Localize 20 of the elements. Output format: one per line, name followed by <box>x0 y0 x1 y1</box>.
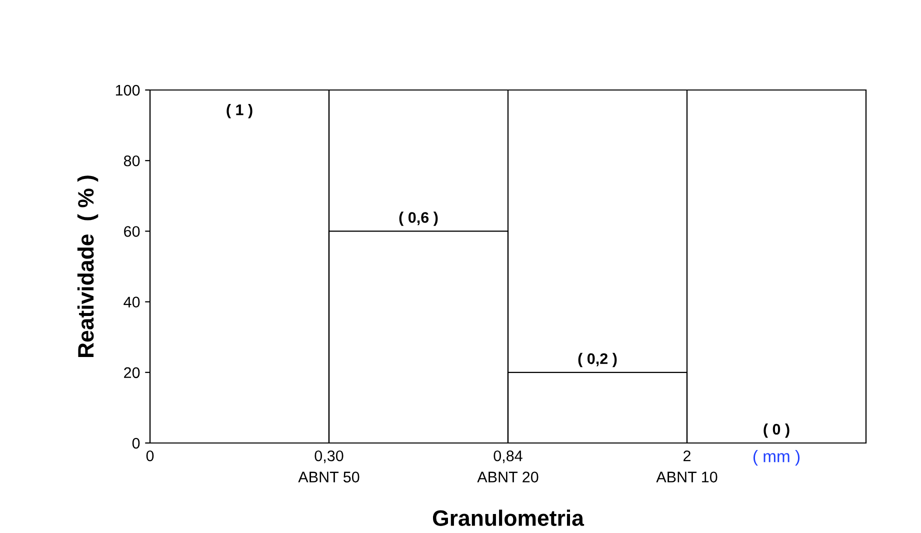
text: ABNT 10 <box>656 472 718 482</box>
y-tick-label: 0 <box>132 438 140 449</box>
y-tick-label: 80 <box>124 155 140 166</box>
text: 0,84 <box>494 450 522 464</box>
annotation: ( 0,2 ) <box>578 352 617 368</box>
text: 2 <box>684 450 690 462</box>
y-tick-label: 40 <box>124 296 140 308</box>
y-tick-label: 20 <box>124 367 140 378</box>
text: ( mm ) <box>753 450 800 466</box>
y-axis-title: Reatividade ( % ) <box>77 176 98 358</box>
annotation: ( 0 ) <box>764 423 790 438</box>
y-tick-label: 100 <box>116 84 140 96</box>
y-tick-label: 60 <box>124 226 140 237</box>
text: ABNT 50 <box>298 472 360 482</box>
x-axis-title: Granulometria <box>432 510 584 526</box>
text: 0,30 <box>314 450 344 464</box>
annotation: ( 1 ) <box>226 104 252 118</box>
text: 0 <box>146 450 154 462</box>
annotation: ( 0,6 ) <box>399 212 438 226</box>
text: ABNT 20 <box>477 472 538 482</box>
